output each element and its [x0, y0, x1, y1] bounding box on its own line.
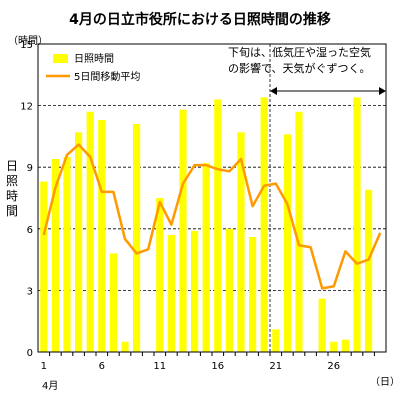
bar	[179, 109, 187, 352]
bar	[237, 132, 245, 352]
y-axis-title-char: 時	[6, 189, 18, 203]
bar	[202, 163, 210, 352]
x-tick-label: 6	[99, 361, 105, 372]
bar	[121, 341, 129, 352]
bar	[40, 181, 48, 352]
bar	[272, 329, 280, 352]
month-label: 4月	[42, 380, 58, 392]
y-tick-label: 0	[27, 348, 33, 359]
bar	[260, 97, 268, 353]
bar	[341, 339, 349, 352]
bar	[133, 124, 141, 352]
bar	[109, 253, 117, 352]
axis-layer	[37, 43, 387, 356]
x-unit-label: （日）	[370, 376, 400, 388]
annotation: 下旬は、低気圧や湿った空気 の影響で、天気がぐずつく。	[228, 45, 386, 95]
bar	[63, 156, 71, 352]
annotation-line-2: の影響で、天気がぐずつく。	[228, 61, 371, 75]
bar	[214, 99, 222, 352]
y-tick-label: 9	[27, 163, 33, 174]
bar	[156, 198, 164, 352]
bar	[51, 158, 59, 352]
y-axis-title: 日照時間	[6, 159, 18, 218]
y-tick-label: 12	[20, 102, 33, 113]
bar	[283, 134, 291, 352]
bar-layer	[40, 97, 373, 353]
x-tick-label: 26	[327, 361, 340, 372]
bar	[75, 132, 83, 352]
x-tick-label: 21	[269, 361, 282, 372]
x-tick-label: 11	[153, 361, 166, 372]
x-tick-label: 16	[211, 361, 224, 372]
chart-title: 4月の日立市役所における日照時間の推移	[69, 11, 331, 28]
bar	[225, 228, 233, 352]
y-axis-title-char: 間	[6, 204, 18, 218]
legend-line-label: 5日間移動平均	[74, 70, 140, 83]
annotation-line-1: 下旬は、低気圧や湿った空気	[228, 45, 371, 59]
bar	[365, 189, 373, 352]
moving-average-line	[42, 143, 382, 290]
bar	[330, 341, 338, 352]
y-tick-label: 15	[20, 40, 33, 51]
bar	[191, 230, 199, 352]
bar	[167, 234, 175, 352]
bar	[295, 111, 303, 352]
legend-bar-swatch	[53, 54, 68, 63]
annotation-arrow-left-head	[270, 87, 277, 95]
legend-bar-label: 日照時間	[74, 53, 114, 65]
line-layer	[42, 143, 382, 290]
y-tick-label: 3	[27, 286, 33, 297]
annotation-arrow-right-head	[379, 87, 386, 95]
bar	[86, 111, 94, 352]
y-tick-label: 6	[27, 225, 33, 236]
bar	[249, 237, 257, 352]
legend: 日照時間 5日間移動平均	[46, 53, 140, 83]
bar	[318, 298, 326, 352]
x-tick-label: 1	[41, 361, 47, 372]
y-axis-title-char: 日	[6, 159, 18, 173]
bar	[98, 119, 106, 353]
y-axis-title-char: 照	[6, 174, 18, 188]
bar	[353, 97, 361, 353]
